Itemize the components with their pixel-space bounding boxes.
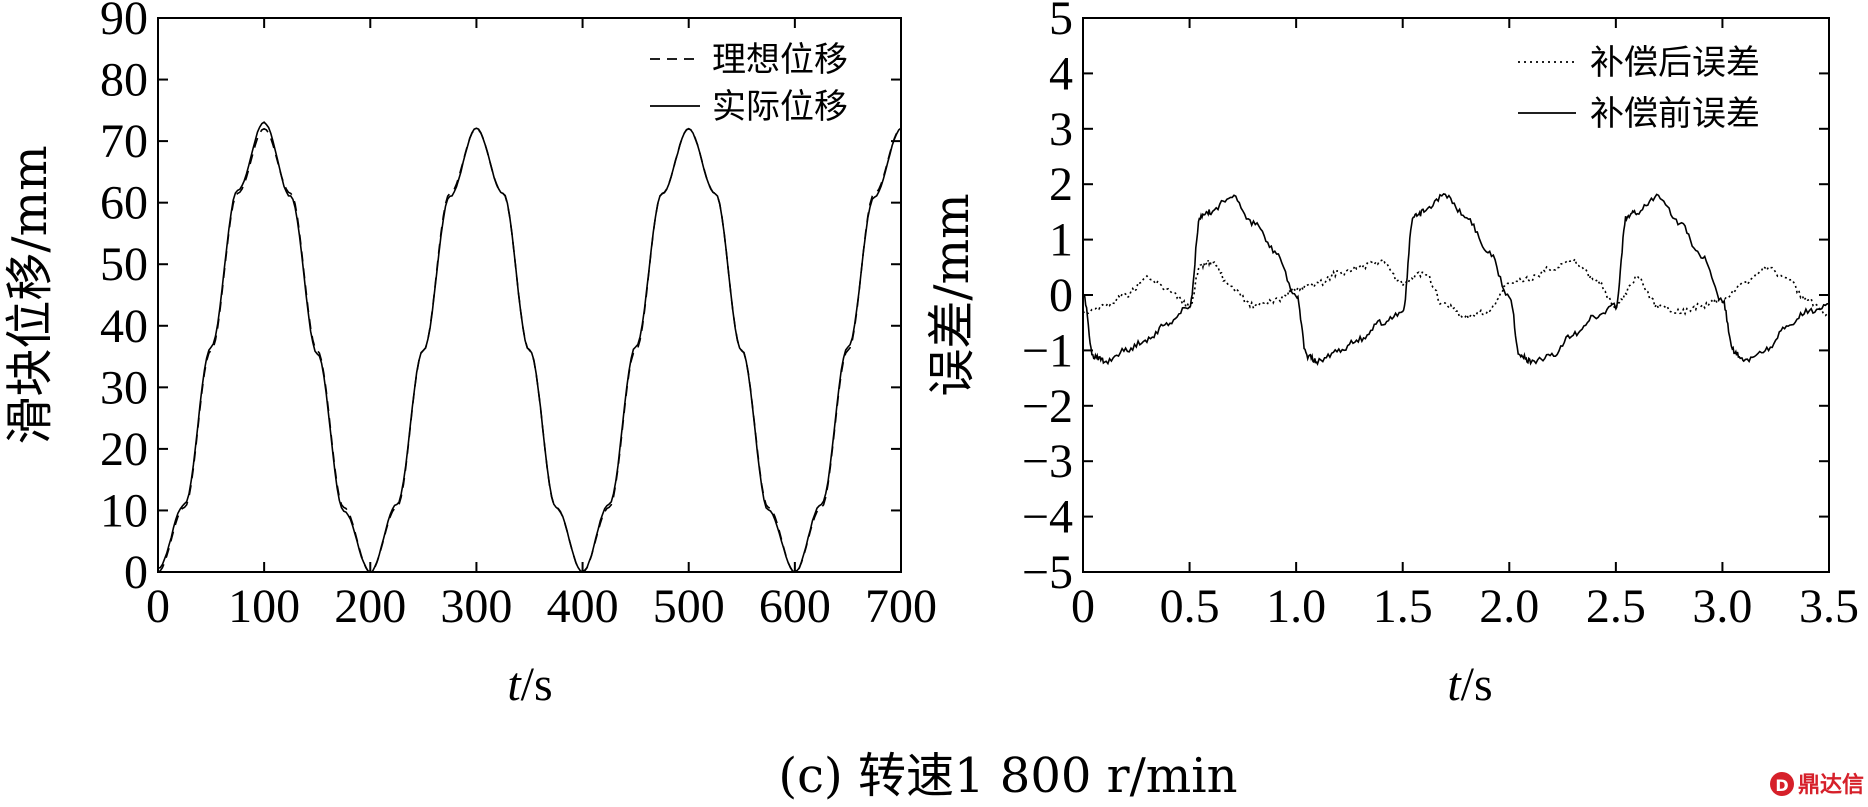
right-y-tick-label: 5 bbox=[1049, 0, 1073, 45]
right-x-tick-label: 2.0 bbox=[1479, 580, 1539, 633]
right-x-axis-label-unit: /s bbox=[1461, 658, 1493, 711]
left-y-tick-label: 40 bbox=[100, 300, 148, 353]
left-x-tick-label: 400 bbox=[547, 580, 619, 633]
left-series-b-line bbox=[157, 121, 902, 573]
left-x-tick-label: 100 bbox=[228, 580, 300, 633]
right-legend-label-after: 补偿后误差 bbox=[1590, 43, 1760, 83]
right-y-tick-label: 0 bbox=[1049, 269, 1073, 322]
watermark-text: 鼎达信 bbox=[1798, 772, 1864, 798]
left-y-tick-label: 0 bbox=[124, 546, 148, 599]
left-y-tick-label: 90 bbox=[100, 0, 148, 45]
left-x-tick-label: 500 bbox=[653, 580, 725, 633]
left-series bbox=[157, 121, 902, 573]
right-y-tick-label: −4 bbox=[1022, 491, 1073, 544]
watermark-badge-icon bbox=[1770, 772, 1794, 796]
right-x-tick-label: 3.0 bbox=[1692, 580, 1752, 633]
left-legend-label-ideal: 理想位移 bbox=[712, 40, 848, 80]
right-y-tick-label: −3 bbox=[1022, 435, 1073, 488]
right-x-tick-label: 0 bbox=[1071, 580, 1095, 633]
left-y-tick-label: 80 bbox=[100, 54, 148, 107]
left-x-ticks: 0 100 200 300 400 500 600 700 bbox=[146, 18, 937, 633]
right-x-tick-label: 3.5 bbox=[1799, 580, 1859, 633]
figure-caption: (c) 转速1 800 r/min bbox=[778, 748, 1237, 804]
left-y-tick-label: 30 bbox=[100, 361, 148, 414]
right-y-tick-label: 4 bbox=[1049, 47, 1073, 100]
right-legend: 补偿后误差 补偿前误差 bbox=[1518, 43, 1760, 134]
left-y-axis-label: 滑块位移/mm bbox=[2, 145, 58, 444]
right-x-axis-label: t/s bbox=[1447, 658, 1492, 711]
right-y-tick-label: 1 bbox=[1049, 214, 1073, 267]
left-x-axis-label-var: t bbox=[507, 658, 522, 711]
right-y-axis-label: 误差/mm bbox=[924, 193, 980, 396]
left-y-tick-label: 10 bbox=[100, 484, 148, 537]
left-y-tick-label: 60 bbox=[100, 177, 148, 230]
left-x-tick-label: 300 bbox=[440, 580, 512, 633]
displacement-chart: 0 100 200 300 400 500 600 700 0 10 20 30 40 50 60 70 80… bbox=[2, 0, 937, 711]
right-y-tick-label: −2 bbox=[1022, 380, 1073, 433]
right-x-tick-label: 0.5 bbox=[1160, 580, 1220, 633]
left-legend: 理想位移 实际位移 bbox=[650, 40, 848, 127]
left-x-tick-label: 700 bbox=[865, 580, 937, 633]
left-y-tick-label: 50 bbox=[100, 238, 148, 291]
left-x-axis-label-unit: /s bbox=[521, 658, 553, 711]
right-y-tick-label: 2 bbox=[1049, 158, 1073, 211]
watermark-badge-glyph: D bbox=[1775, 776, 1788, 795]
left-x-axis-label: t/s bbox=[507, 658, 552, 711]
watermark-logo: D 鼎达信 bbox=[1770, 772, 1864, 798]
right-series-b-line bbox=[1082, 193, 1829, 366]
right-x-tick-label: 1.5 bbox=[1373, 580, 1433, 633]
right-series bbox=[1082, 193, 1830, 366]
left-plot-frame bbox=[157, 17, 902, 573]
left-x-tick-label: 200 bbox=[334, 580, 406, 633]
left-x-tick-label: 0 bbox=[146, 580, 170, 633]
right-y-tick-label: −5 bbox=[1022, 546, 1073, 599]
right-x-axis-label-var: t bbox=[1447, 658, 1462, 711]
error-chart: 0 0.5 1.0 1.5 2.0 2.5 3.0 3.5 543210−1−2−3−4−5 … bbox=[924, 0, 1859, 711]
left-legend-label-actual: 实际位移 bbox=[712, 87, 848, 127]
right-x-tick-label: 1.0 bbox=[1266, 580, 1326, 633]
right-x-ticks: 0 0.5 1.0 1.5 2.0 2.5 3.0 3.5 bbox=[1071, 18, 1859, 633]
right-legend-label-before: 补偿前误差 bbox=[1590, 94, 1760, 134]
right-y-tick-label: 3 bbox=[1049, 103, 1073, 156]
right-x-tick-label: 2.5 bbox=[1586, 580, 1646, 633]
left-x-tick-label: 600 bbox=[759, 580, 831, 633]
right-series-a-line bbox=[1082, 257, 1830, 321]
right-y-tick-label: −1 bbox=[1022, 324, 1073, 377]
left-y-ticks: 0 10 20 30 40 50 60 70 80 90 bbox=[100, 0, 901, 599]
left-y-tick-label: 20 bbox=[100, 423, 148, 476]
left-y-tick-label: 70 bbox=[100, 115, 148, 168]
